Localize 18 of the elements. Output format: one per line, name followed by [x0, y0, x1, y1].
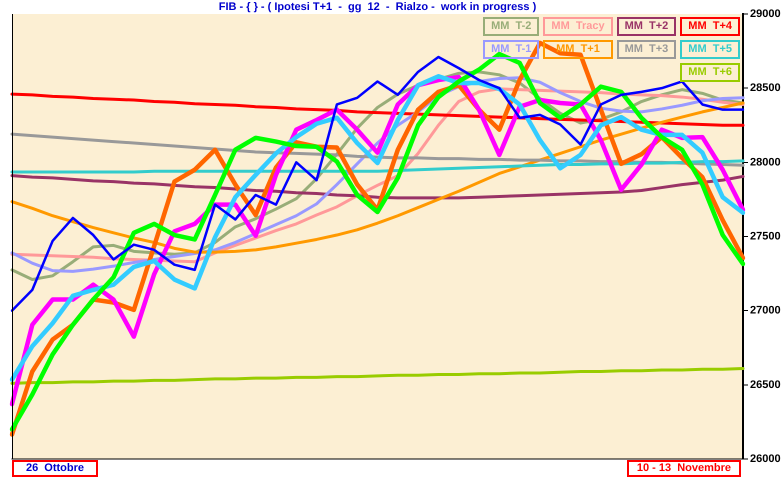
text: MM T+6	[680, 63, 740, 82]
text: MM T+2	[616, 17, 676, 36]
text: MM Tracy	[543, 17, 613, 36]
chart-title: FIB - { } - ( Ipotesi T+1 - gg 12 - Rialzo - work in progress )	[218, 0, 538, 14]
text: MM T+3	[616, 40, 676, 59]
text: MM T+4	[680, 17, 740, 36]
text: MM T+5	[680, 40, 740, 59]
text: 10 - 13 Novembre	[626, 460, 741, 477]
text: 26 Ottobre	[12, 460, 98, 477]
y-tick-label: 28500	[750, 82, 781, 94]
y-tick-label: 26500	[750, 378, 781, 391]
text: MM T-2	[483, 17, 540, 36]
y-tick-label: 29000	[750, 8, 781, 20]
y-tick-label: 27000	[750, 304, 781, 317]
text: MM T-1	[483, 40, 540, 59]
y-tick-label: 26000	[750, 453, 781, 466]
y-tick-label: 27500	[750, 230, 781, 243]
y-tick-label: 28000	[750, 156, 781, 168]
